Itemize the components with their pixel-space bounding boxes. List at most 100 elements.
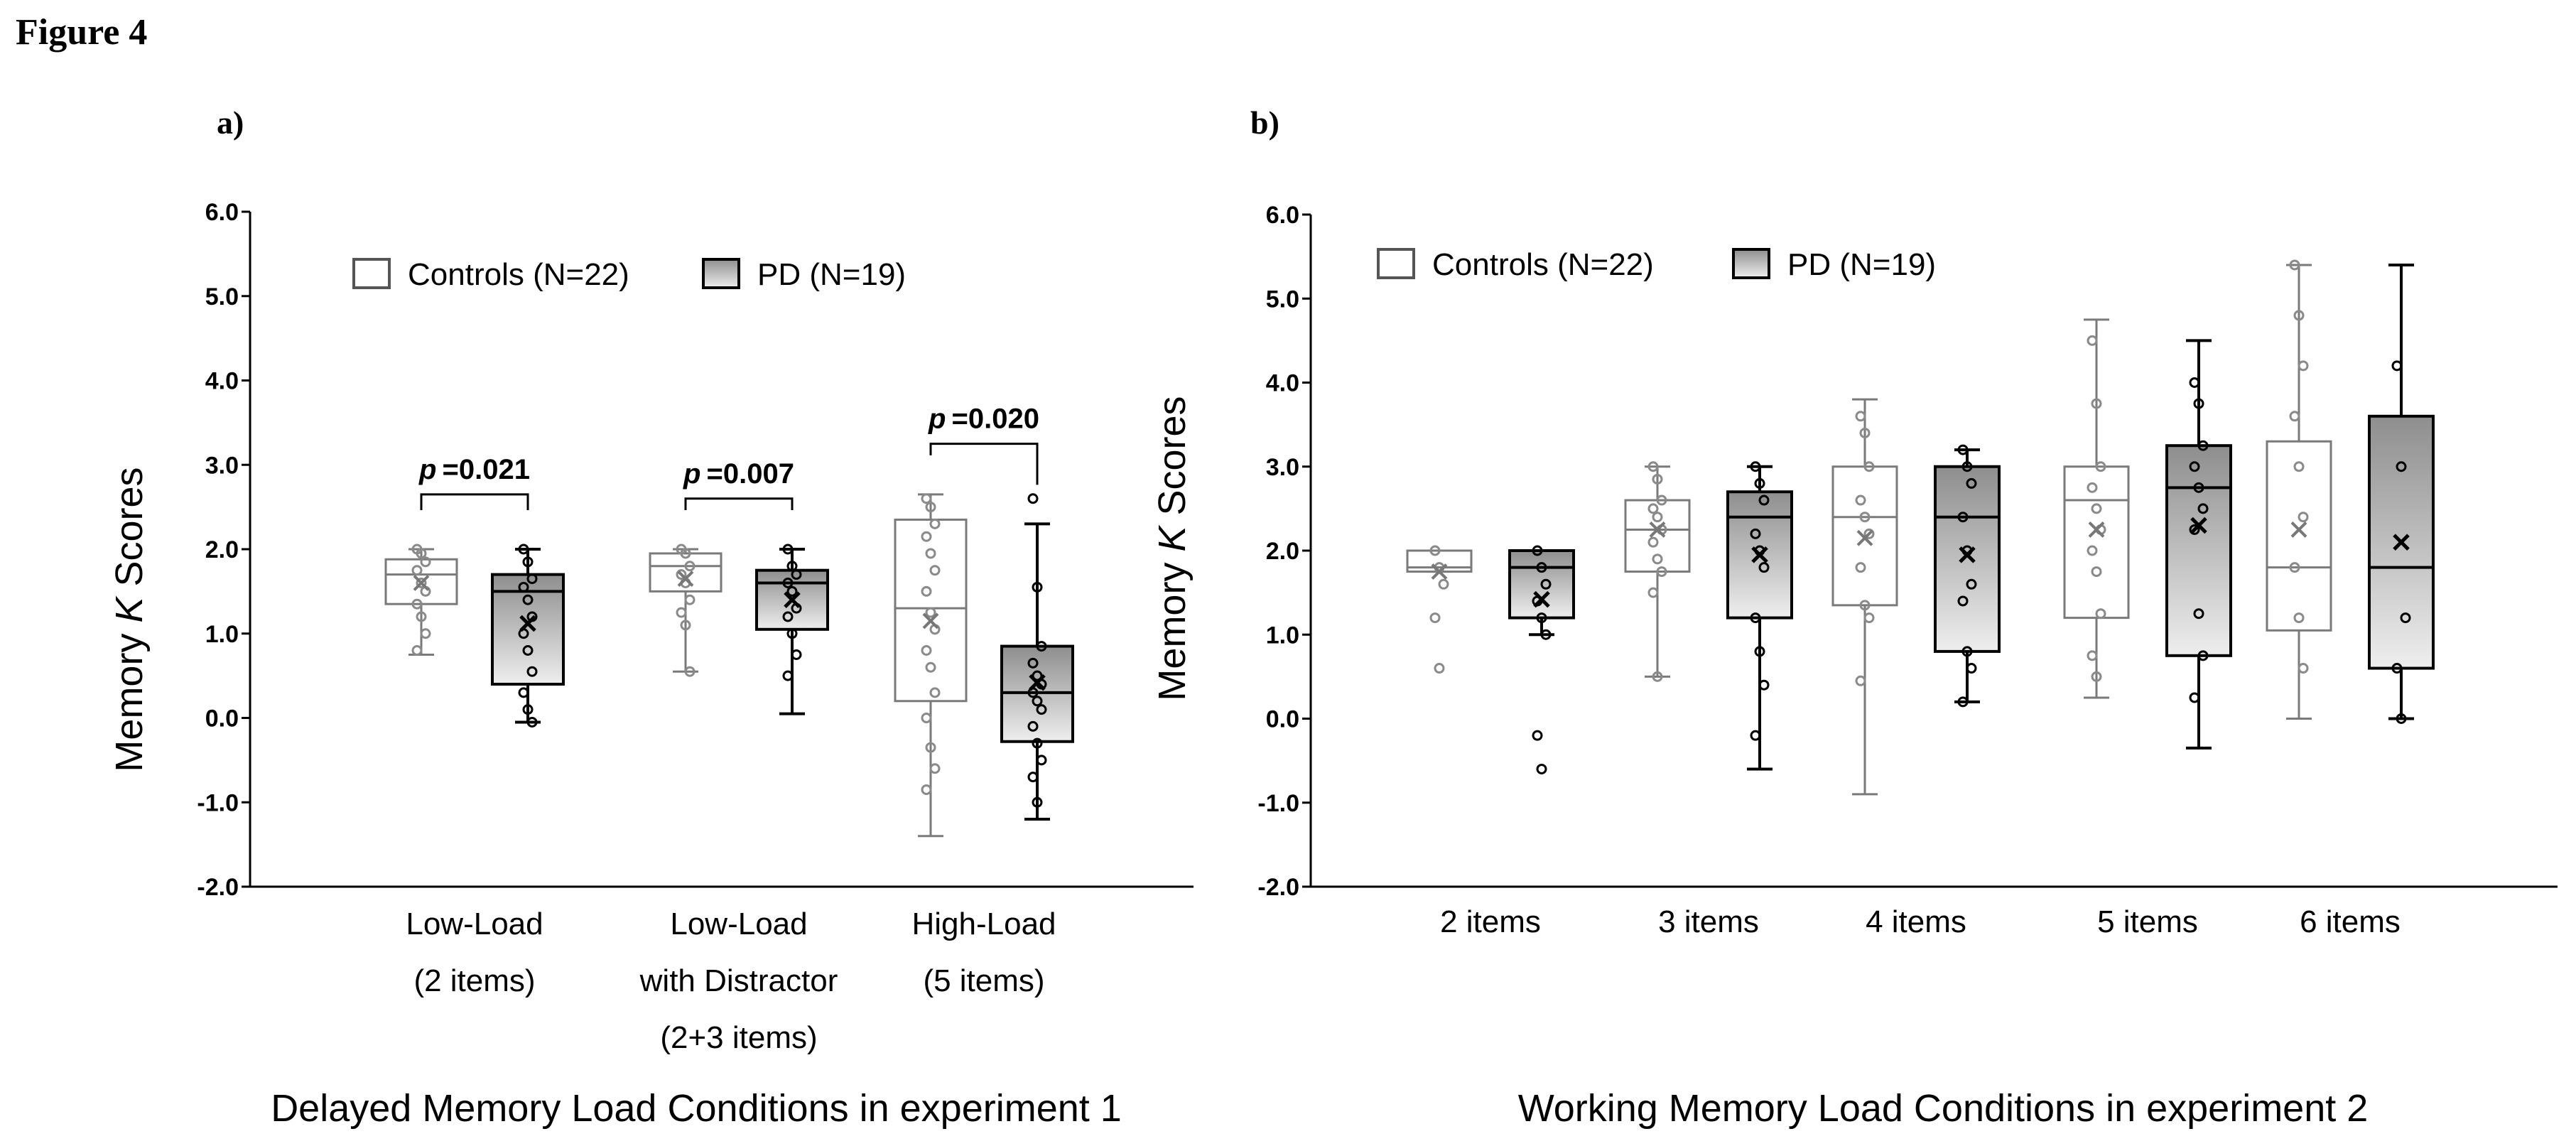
panel-b: b) 6.0 5.0 4.0 3.0 2.0 1.0 0.0 -1.0 -2.0 Memory K … bbox=[1151, 104, 2558, 1130]
data-point bbox=[1429, 545, 1441, 556]
data-point bbox=[2400, 612, 2411, 624]
data-point bbox=[1036, 704, 1047, 715]
data-point bbox=[1429, 612, 1441, 624]
legend-swatch-pd bbox=[1732, 248, 1770, 279]
category-label: (5 items) bbox=[923, 963, 1044, 998]
data-point bbox=[2087, 650, 2098, 661]
significance-label: p =0.007 bbox=[683, 458, 794, 490]
category-label: High-Load bbox=[911, 907, 1056, 941]
data-point bbox=[2087, 482, 2098, 493]
data-point bbox=[782, 544, 794, 555]
data-point bbox=[1859, 600, 1871, 611]
y-axis-label-italic: K bbox=[1151, 525, 1194, 552]
boxplot-pd bbox=[755, 544, 829, 715]
data-point bbox=[416, 578, 427, 588]
significance-label: p =0.021 bbox=[418, 454, 530, 485]
legend-label-pd: PD (N=19) bbox=[1787, 247, 1936, 282]
data-point bbox=[929, 518, 941, 529]
mean-marker bbox=[1856, 529, 1873, 546]
data-point bbox=[782, 578, 794, 588]
data-point bbox=[782, 670, 794, 681]
data-point bbox=[526, 573, 538, 585]
data-point bbox=[1434, 663, 1445, 674]
data-point bbox=[1032, 737, 1043, 749]
mean-marker bbox=[784, 591, 801, 609]
data-point bbox=[1027, 720, 1039, 732]
boxplot-pd bbox=[2368, 263, 2435, 724]
boxplot-controls bbox=[1831, 398, 1898, 796]
significance-bracket bbox=[420, 493, 529, 510]
data-point bbox=[2087, 545, 2098, 556]
data-point bbox=[680, 548, 691, 559]
box-iqr bbox=[2266, 440, 2332, 632]
data-point bbox=[1540, 578, 1552, 590]
y-axis-label: Memory K Scores bbox=[1151, 396, 1194, 701]
data-point bbox=[684, 561, 696, 572]
data-point bbox=[522, 594, 534, 605]
legend-swatch-controls bbox=[352, 258, 391, 289]
data-point bbox=[1855, 494, 1866, 506]
data-point bbox=[1656, 494, 1667, 506]
data-point bbox=[676, 607, 687, 618]
boxplot-controls bbox=[384, 544, 458, 656]
data-point bbox=[522, 556, 534, 568]
data-point bbox=[1863, 528, 1875, 539]
y-tick-label: 4.0 bbox=[205, 368, 239, 395]
data-point bbox=[929, 565, 941, 576]
p-symbol: p bbox=[683, 458, 700, 490]
data-point bbox=[921, 713, 932, 723]
boxplot-controls bbox=[894, 493, 968, 838]
y-tick-label: -2.0 bbox=[1257, 874, 1299, 901]
data-point bbox=[1750, 461, 1761, 472]
y-axis-label: Memory K Scores bbox=[108, 467, 151, 772]
data-point bbox=[921, 493, 932, 504]
y-tick-label: 1.0 bbox=[1266, 622, 1299, 649]
data-point bbox=[684, 594, 696, 605]
data-point bbox=[1536, 612, 1547, 624]
data-point bbox=[786, 585, 798, 597]
data-point bbox=[2189, 524, 2200, 535]
legend-label-controls: Controls (N=22) bbox=[1432, 247, 1654, 282]
data-point bbox=[1863, 461, 1875, 472]
data-point bbox=[1754, 646, 1765, 657]
category-label: 5 items bbox=[2097, 904, 2198, 939]
data-point bbox=[2095, 608, 2106, 620]
data-point bbox=[411, 565, 423, 576]
category-label: 6 items bbox=[2300, 904, 2401, 939]
boxplot-pd bbox=[1508, 545, 1575, 774]
data-point bbox=[1647, 536, 1659, 548]
data-point bbox=[1961, 461, 1973, 472]
data-point bbox=[1750, 528, 1761, 539]
data-point bbox=[1966, 663, 1977, 674]
data-point bbox=[416, 611, 427, 622]
y-tick-label: 2.0 bbox=[205, 536, 239, 563]
boxplot-controls bbox=[2266, 259, 2332, 720]
data-point bbox=[1027, 493, 1039, 504]
y-tick-label: 2.0 bbox=[1266, 538, 1299, 565]
data-point bbox=[1758, 679, 1770, 691]
mean-marker bbox=[677, 571, 694, 587]
mean-marker bbox=[1029, 674, 1046, 691]
data-point bbox=[1027, 772, 1039, 783]
data-point bbox=[518, 544, 529, 555]
data-point bbox=[1961, 646, 1973, 657]
category-label: 3 items bbox=[1658, 904, 1759, 939]
data-point bbox=[1032, 696, 1043, 707]
y-axis-label-part: Memory bbox=[108, 623, 151, 772]
mean-marker bbox=[2393, 534, 2410, 551]
data-point bbox=[921, 784, 932, 795]
data-point bbox=[2193, 608, 2204, 620]
data-point bbox=[518, 687, 529, 698]
mean-marker bbox=[2190, 517, 2207, 534]
y-tick-label: -1.0 bbox=[197, 789, 239, 816]
data-point bbox=[2391, 663, 2403, 674]
data-point bbox=[1966, 477, 1977, 489]
data-point bbox=[1652, 553, 1663, 565]
boxplot-controls bbox=[649, 544, 723, 677]
boxplot-controls bbox=[1406, 545, 1473, 674]
data-point bbox=[526, 666, 538, 677]
data-point bbox=[925, 607, 936, 618]
legend-label-pd: PD (N=19) bbox=[757, 257, 906, 292]
data-point bbox=[1859, 427, 1871, 438]
figure-title: Figure 4 bbox=[16, 12, 147, 53]
